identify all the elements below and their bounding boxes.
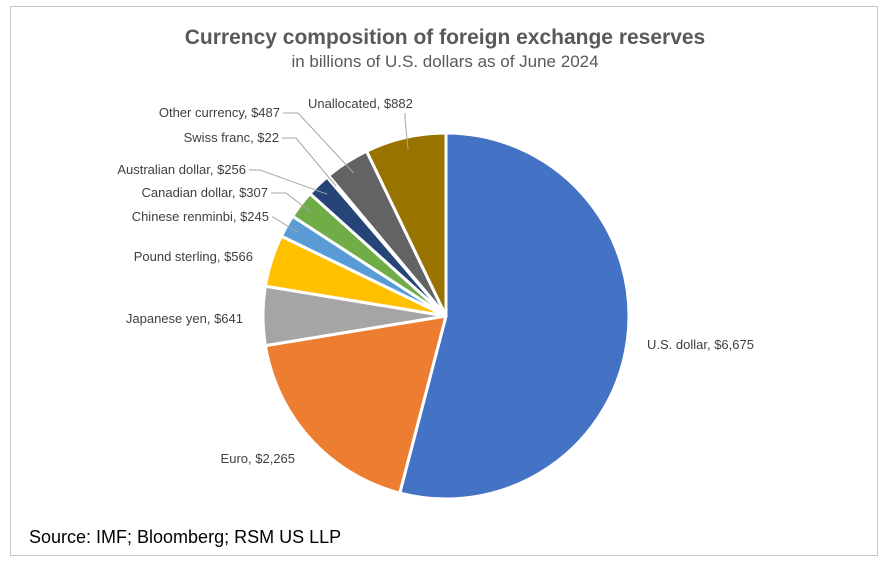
chart-title: Currency composition of foreign exchange… <box>184 26 706 49</box>
slice-label: Euro, $2,265 <box>221 451 295 466</box>
slice-label: Other currency, $487 <box>159 105 280 120</box>
leader-lines <box>249 112 409 233</box>
slice-labels: U.S. dollar, $6,675 Euro, $2,265 Japanese … <box>117 96 754 466</box>
leader-line <box>271 192 312 213</box>
slice-label: Swiss franc, $22 <box>184 130 279 145</box>
pie-slice-euro <box>263 314 448 495</box>
slice-label: U.S. dollar, $6,675 <box>647 337 754 352</box>
pie-slices <box>261 131 631 501</box>
slice-label: Chinese renminbi, $245 <box>132 209 269 224</box>
leader-line <box>404 118 409 151</box>
slice-label: Japanese yen, $641 <box>126 311 243 326</box>
pie-slice-u-s-dollar <box>398 131 631 501</box>
source-note: Source: IMF; Bloomberg; RSM US LLP <box>29 527 342 547</box>
leader-line <box>249 169 328 195</box>
pie-slice-unallocated <box>365 131 448 318</box>
chart-subtitle: in billions of U.S. dollars as of June 2… <box>291 52 599 71</box>
slice-label: Australian dollar, $256 <box>117 162 246 177</box>
leader-line <box>272 216 299 233</box>
slice-label: Pound sterling, $566 <box>134 249 253 264</box>
leader-line <box>283 112 355 174</box>
slice-label: Unallocated, $882 <box>308 96 413 111</box>
slice-label: Canadian dollar, $307 <box>142 185 269 200</box>
leader-line <box>282 137 337 187</box>
